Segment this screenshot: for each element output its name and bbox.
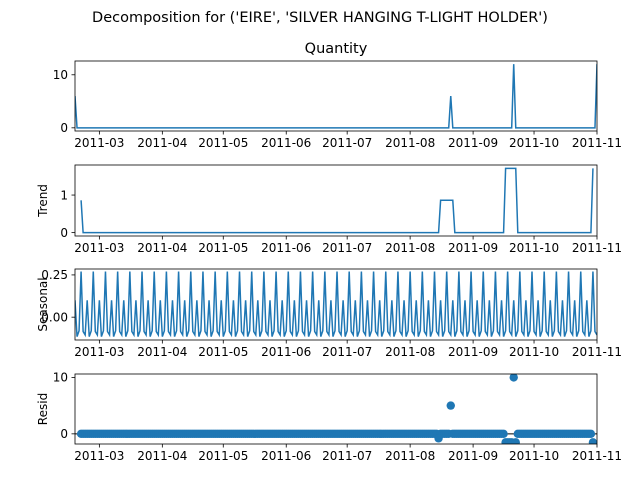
x-tick-label: 2011-10 — [509, 136, 559, 150]
y-tick-label: 0.25 — [41, 268, 68, 282]
y-axis-label: Trend — [36, 184, 50, 218]
x-tick-label: 2011-03 — [74, 345, 124, 359]
x-tick-label: 2011-08 — [385, 241, 435, 255]
axes-frame — [74, 60, 598, 132]
resid-point — [511, 438, 520, 444]
series-line — [75, 64, 597, 129]
y-tick-label: 0 — [60, 226, 68, 240]
x-tick-label: 2011-03 — [74, 449, 124, 463]
x-tick-label: 2011-09 — [448, 345, 498, 359]
x-tick-label: 2011-11 — [572, 345, 622, 359]
x-tick-label: 2011-04 — [137, 345, 187, 359]
x-tick-label: 2011-08 — [385, 345, 435, 359]
x-tick-label: 2011-05 — [198, 449, 248, 463]
resid-point — [446, 401, 455, 410]
x-tick-label: 2011-04 — [137, 449, 187, 463]
y-tick-label: 10 — [53, 68, 68, 82]
x-tick-label: 2011-09 — [448, 449, 498, 463]
resid-point — [434, 434, 443, 443]
panel-1: 2011-03 2011-04 2011-05 2011-06 2011-07 2011-… — [36, 164, 622, 255]
x-tick-label: 2011-03 — [74, 136, 124, 150]
x-tick-label: 2011-04 — [137, 241, 187, 255]
y-tick-label: 0.00 — [41, 310, 68, 324]
x-tick-label: 2011-07 — [322, 136, 372, 150]
plot-area — [75, 374, 597, 444]
y-axis-label: Resid — [36, 393, 50, 425]
x-tick-label: 2011-05 — [198, 345, 248, 359]
plot-area — [80, 167, 594, 234]
resid-point — [499, 429, 508, 439]
panel-0: 2011-03 2011-04 2011-05 2011-06 2011-07 2011-… — [53, 41, 622, 150]
x-tick-label: 2011-10 — [509, 241, 559, 255]
x-tick-label: 2011-09 — [448, 136, 498, 150]
panel-3: 2011-03 2011-04 2011-05 2011-06 2011-07 2011-… — [36, 371, 622, 463]
x-tick-label: 2011-03 — [74, 241, 124, 255]
resid-point — [588, 438, 597, 444]
x-tick-label: 2011-11 — [572, 136, 622, 150]
x-tick-label: 2011-10 — [509, 449, 559, 463]
x-tick-label: 2011-11 — [572, 241, 622, 255]
series-line — [80, 167, 594, 234]
x-tick-label: 2011-08 — [385, 136, 435, 150]
axes-frame — [74, 373, 598, 445]
y-tick-label: 0 — [60, 427, 68, 441]
y-axis-label: Seasonal — [36, 277, 50, 331]
x-tick-label: 2011-06 — [261, 136, 311, 150]
seasonal-line — [75, 271, 597, 338]
resid-point — [509, 374, 518, 382]
axes-frame — [74, 164, 598, 237]
figure-suptitle: Decomposition for ('EIRE', 'SILVER HANGI… — [92, 10, 548, 26]
resid-point — [586, 429, 596, 439]
y-tick-label: 0 — [60, 121, 68, 135]
x-tick-label: 2011-07 — [322, 241, 372, 255]
x-tick-label: 2011-06 — [261, 241, 311, 255]
x-tick-label: 2011-10 — [509, 345, 559, 359]
panel-title: Quantity — [305, 41, 368, 57]
axes-frame — [74, 268, 598, 341]
x-tick-label: 2011-06 — [261, 449, 311, 463]
x-tick-label: 2011-05 — [198, 136, 248, 150]
x-tick-label: 2011-06 — [261, 345, 311, 359]
x-tick-label: 2011-05 — [198, 241, 248, 255]
y-tick-label: 1 — [60, 188, 68, 202]
x-tick-label: 2011-07 — [322, 449, 372, 463]
x-tick-label: 2011-04 — [137, 136, 187, 150]
x-tick-label: 2011-11 — [572, 449, 622, 463]
plot-area — [75, 64, 597, 129]
x-tick-label: 2011-07 — [322, 345, 372, 359]
panel-2: 2011-03 2011-04 2011-05 2011-06 2011-07 2011-… — [36, 268, 622, 359]
x-tick-label: 2011-08 — [385, 449, 435, 463]
plot-area — [75, 271, 597, 338]
y-tick-label: 10 — [53, 371, 68, 385]
x-tick-label: 2011-09 — [448, 241, 498, 255]
